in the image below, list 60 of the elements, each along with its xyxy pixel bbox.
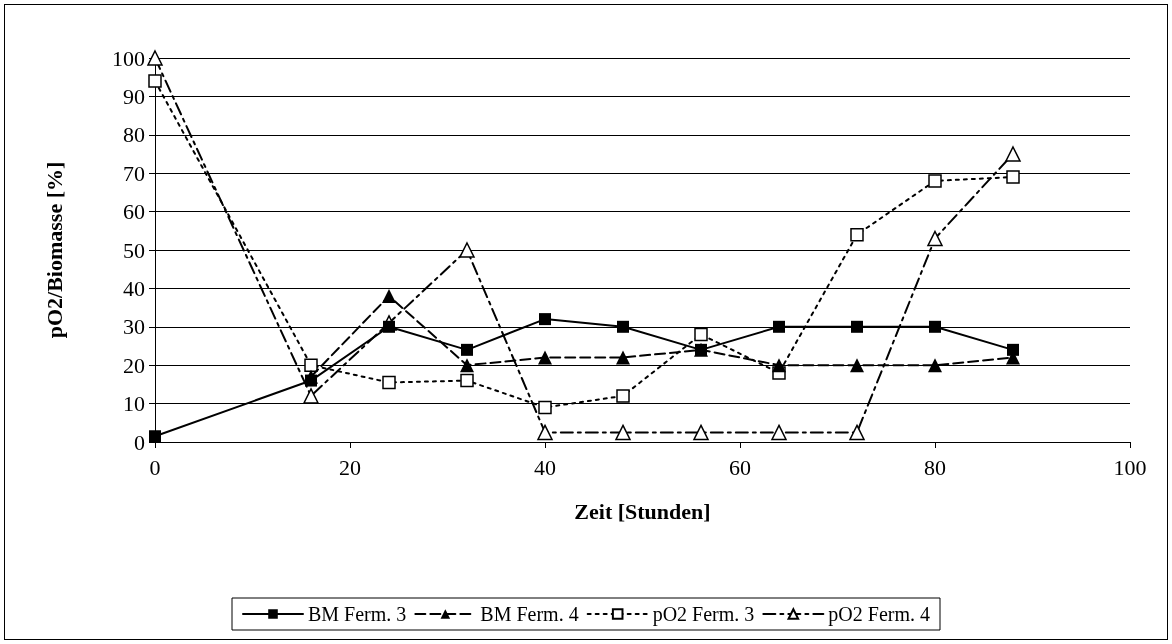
- point: [461, 343, 473, 356]
- x-tick-label: 40: [534, 454, 556, 480]
- point: [694, 327, 708, 342]
- point: [382, 375, 396, 390]
- x-axis-title: Zeit [Stunden]: [574, 498, 711, 524]
- y-tick-label: 100: [112, 45, 145, 71]
- point: [303, 388, 319, 404]
- point: [771, 424, 787, 441]
- point: [537, 424, 553, 441]
- point: [382, 289, 396, 304]
- point: [772, 358, 786, 373]
- point: [304, 358, 318, 372]
- point: [617, 320, 629, 333]
- x-tick-label: 100: [1113, 454, 1147, 480]
- point: [1005, 146, 1021, 162]
- point: [927, 230, 943, 247]
- y-tick-label: 70: [123, 160, 145, 186]
- point: [929, 320, 941, 333]
- legend-label: BM Ferm. 3: [308, 603, 407, 625]
- point: [460, 358, 474, 373]
- point: [539, 313, 551, 326]
- point: [148, 74, 162, 88]
- point: [616, 350, 630, 365]
- point: [459, 242, 475, 258]
- point: [851, 320, 863, 333]
- point: [1006, 170, 1020, 184]
- y-axis-title: pO2/Biomasse [%]: [41, 161, 67, 339]
- point: [693, 424, 709, 441]
- point: [850, 227, 864, 242]
- x-tick-label: 0: [149, 454, 161, 480]
- point: [928, 358, 942, 373]
- legend-label: BM Ferm. 4: [480, 603, 579, 625]
- x-tick-label: 80: [924, 454, 946, 480]
- y-tick-label: 80: [123, 122, 145, 148]
- y-tick-label: 0: [134, 429, 145, 455]
- point: [928, 174, 942, 188]
- point: [305, 374, 317, 387]
- point: [850, 358, 864, 373]
- y-tick-label: 90: [123, 83, 145, 109]
- point: [849, 424, 865, 441]
- y-tick-label: 20: [123, 352, 145, 378]
- point: [383, 320, 395, 333]
- point: [460, 373, 474, 388]
- point: [538, 400, 552, 415]
- y-tick-label: 10: [123, 391, 145, 417]
- x-tick-label: 60: [729, 454, 751, 480]
- y-tick-label: 60: [123, 199, 145, 225]
- x-tick-label: 20: [339, 454, 361, 480]
- y-tick-label: 30: [123, 314, 145, 340]
- point: [149, 430, 161, 443]
- legend-label: pO2 Ferm. 3: [652, 603, 755, 626]
- point: [616, 389, 630, 403]
- point: [773, 320, 785, 333]
- point: [147, 50, 163, 66]
- y-tick-label: 40: [123, 275, 145, 301]
- point: [538, 350, 552, 365]
- point: [615, 424, 631, 441]
- y-tick-label: 50: [123, 237, 145, 263]
- point: [1007, 343, 1019, 356]
- legend-label: pO2 Ferm. 4: [828, 603, 931, 626]
